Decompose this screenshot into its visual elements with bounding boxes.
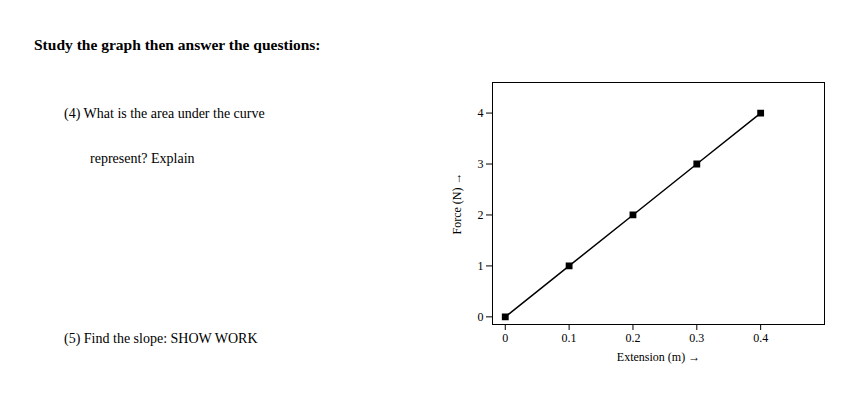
svg-text:0.2: 0.2 <box>625 331 640 345</box>
svg-text:2: 2 <box>478 208 484 222</box>
svg-text:0: 0 <box>502 331 508 345</box>
html-text:(4) What is the area under the: (4) What is the area under the curve <box>64 106 265 121</box>
svg-text:0.4: 0.4 <box>753 331 768 345</box>
svg-text:0: 0 <box>478 310 484 324</box>
svg-text:Force (N) →: Force (N) → <box>450 173 464 235</box>
svg-text:1: 1 <box>478 259 484 273</box>
html-text:(5) Find the slope: SHOW WORK: (5) Find the slope: SHOW WORK <box>64 331 258 346</box>
svg-text:0.3: 0.3 <box>689 331 704 345</box>
html-text:Study the graph then answer th: Study the graph then answer the question… <box>34 36 321 53</box>
html-text:represent? Explain: represent? Explain <box>90 151 195 166</box>
svg-text:3: 3 <box>478 157 484 171</box>
svg-text:0.1: 0.1 <box>562 331 577 345</box>
svg-text:Extension (m) →: Extension (m) → <box>617 350 700 364</box>
svg-text:4: 4 <box>478 106 484 120</box>
